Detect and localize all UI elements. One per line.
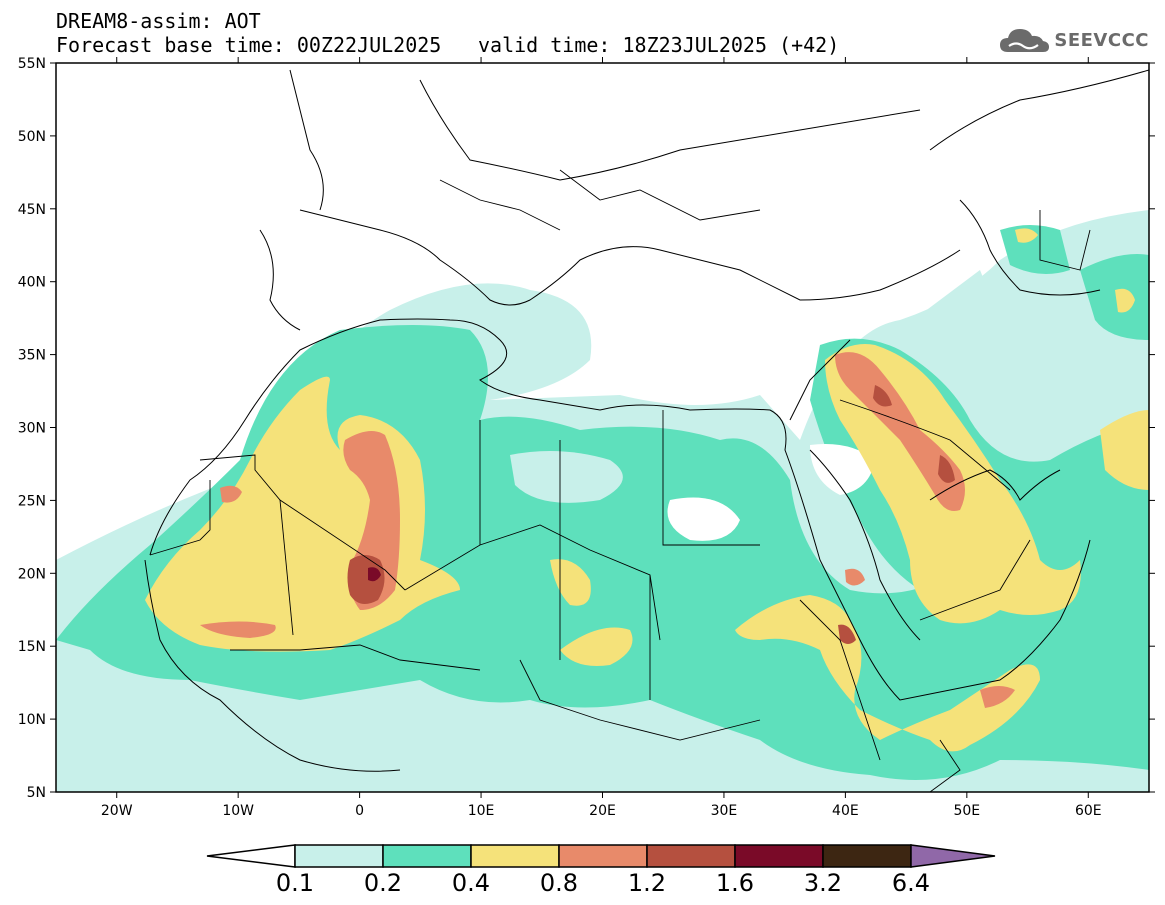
colorbar-label: 3.2 — [804, 869, 842, 897]
lat-tick-label: 55N — [18, 56, 46, 72]
colorbar-swatch — [558, 844, 648, 868]
aot-level-1.6 — [368, 567, 381, 582]
colorbar-label: 0.2 — [364, 869, 402, 897]
lat-tick-label: 30N — [18, 421, 46, 437]
lon-tick-label: 10W — [222, 803, 254, 819]
colorbar-swatch — [382, 844, 472, 868]
logo-text: SEEVCCC — [1054, 29, 1149, 51]
lon-tick-label: 10E — [468, 803, 495, 819]
lon-tick-label: 0 — [355, 803, 364, 819]
colorbar-over-arrow — [910, 844, 996, 868]
seevccc-logo: SEEVCCC — [998, 24, 1149, 56]
latitude-axis: 55N 50N 45N 40N 35N 30N 25N 20N 15N 10N 5N — [18, 56, 1155, 801]
coastlines — [144, 69, 1149, 772]
colorbar-label: 6.4 — [892, 869, 930, 897]
lat-tick-label: 10N — [18, 712, 46, 728]
lat-tick-label: 40N — [18, 275, 46, 291]
aot-level-1.2 — [347, 385, 955, 644]
lon-tick-label: 20E — [589, 803, 616, 819]
lon-tick-label: 30E — [711, 803, 738, 819]
colorbar-swatch — [470, 844, 560, 868]
cloud-icon — [1000, 29, 1050, 52]
colorbar-swatch — [822, 844, 912, 868]
lat-tick-label: 20N — [18, 566, 46, 582]
lon-tick-label: 40E — [832, 803, 859, 819]
lat-tick-label: 25N — [18, 493, 46, 509]
map-title: DREAM8-assim: AOT — [56, 9, 261, 33]
lon-tick-label: 60E — [1075, 803, 1102, 819]
lat-tick-label: 45N — [18, 202, 46, 218]
colorbar-label: 0.1 — [276, 869, 314, 897]
colorbar-under-arrow — [206, 844, 296, 868]
lat-tick-label: 15N — [18, 639, 46, 655]
aot-colorbar: 0.1 0.2 0.4 0.8 1.2 1.6 3.2 6.4 — [206, 844, 996, 897]
forecast-base-time: Forecast base time: 00Z22JUL2025 — [56, 33, 442, 57]
lon-tick-label: 20W — [101, 803, 133, 819]
lat-tick-label: 50N — [18, 129, 46, 145]
colorbar-swatch — [734, 844, 824, 868]
longitude-axis: 20W 10W 0 10E 20E 30E 40E 50E 60E — [101, 57, 1102, 819]
lat-tick-label: 35N — [18, 348, 46, 364]
lat-tick-label: 5N — [27, 785, 46, 801]
colorbar-swatch — [646, 844, 736, 868]
colorbar-label: 0.8 — [540, 869, 578, 897]
colorbar-label: 0.4 — [452, 869, 490, 897]
lon-tick-label: 50E — [953, 803, 980, 819]
valid-time: valid time: 18Z23JUL2025 (+42) — [478, 33, 840, 57]
colorbar-label: 1.6 — [716, 869, 754, 897]
colorbar-label: 1.2 — [628, 869, 666, 897]
colorbar-swatch — [294, 844, 384, 868]
borders — [149, 169, 1091, 792]
aot-field — [56, 210, 1149, 792]
